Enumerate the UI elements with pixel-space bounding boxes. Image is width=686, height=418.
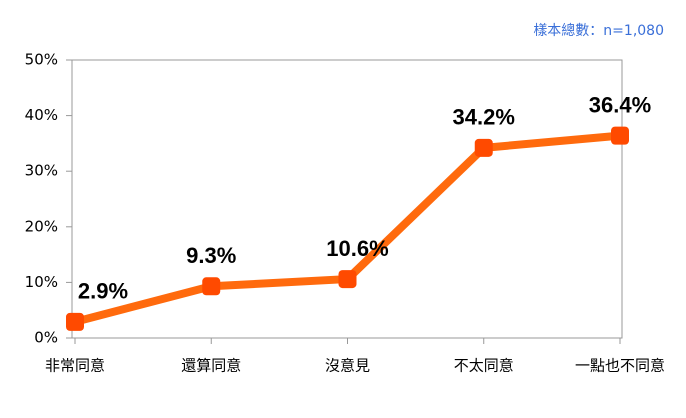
x-tick-label: 非常同意 <box>45 357 105 375</box>
marker <box>611 126 629 145</box>
x-tick-label: 沒意見 <box>325 357 370 375</box>
value-label: 2.9% <box>78 279 128 304</box>
plot-frame <box>71 59 623 339</box>
y-tick-label: 30% <box>25 162 58 180</box>
y-tick-label: 50% <box>25 51 58 69</box>
value-label: 10.6% <box>326 236 388 261</box>
x-tick-label: 還算同意 <box>181 357 241 375</box>
sample-note: 樣本總數：n=1,080 <box>533 22 664 39</box>
y-tick-label: 10% <box>25 273 58 291</box>
marker <box>338 270 357 289</box>
line <box>73 131 621 326</box>
y-tick-label: 40% <box>25 106 58 124</box>
y-tick-label: 20% <box>25 217 58 235</box>
value-label: 34.2% <box>453 105 515 130</box>
marker <box>66 312 84 331</box>
marker <box>474 138 493 157</box>
x-tick-label: 不太同意 <box>454 357 514 375</box>
y-tick-label: 0% <box>34 329 58 347</box>
value-label: 9.3% <box>186 243 236 268</box>
value-label: 36.4% <box>589 92 651 117</box>
marker <box>202 277 221 296</box>
x-tick-label: 一點也不同意 <box>575 357 665 375</box>
